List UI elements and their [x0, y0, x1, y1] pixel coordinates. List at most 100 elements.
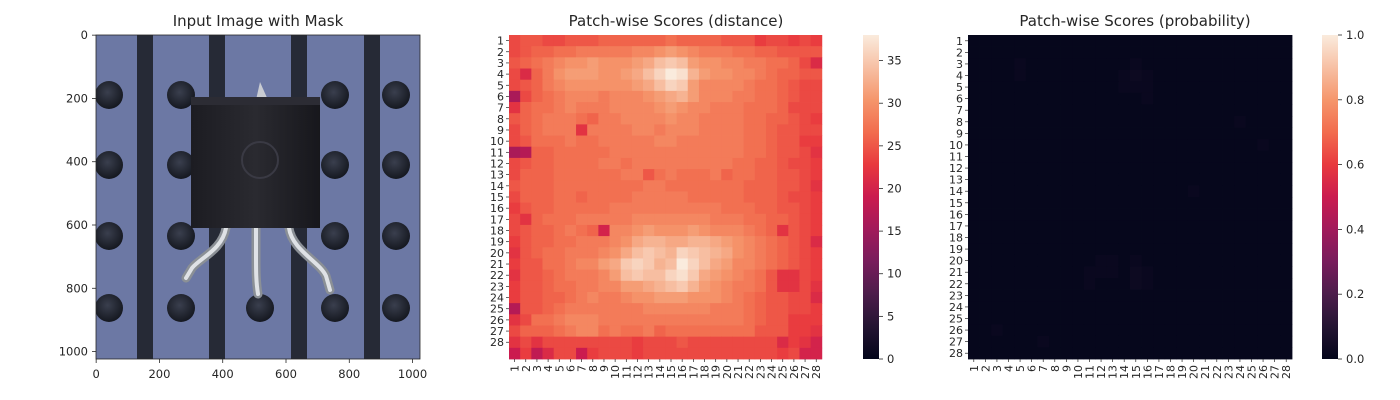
- heatmap-cell: [1118, 81, 1131, 94]
- x-tick-label: 8: [1049, 365, 1062, 372]
- heatmap-cell: [1164, 92, 1177, 105]
- y-tick-label: 15: [949, 197, 963, 210]
- heatmap-cell: [587, 291, 599, 304]
- y-tick-label: 16: [490, 202, 504, 215]
- heatmap-cell: [564, 191, 577, 203]
- heatmap-cell: [810, 191, 823, 203]
- heatmap-cell: [1106, 139, 1119, 152]
- heatmap-cell: [721, 236, 733, 248]
- heatmap-cell: [799, 79, 812, 92]
- x-tick-label: 200: [148, 367, 170, 381]
- heatmap-cell: [1118, 301, 1131, 314]
- x-tick-label: 800: [338, 367, 360, 381]
- y-tick-label: 12: [490, 157, 504, 170]
- x-tick-label: 28: [810, 365, 823, 379]
- heatmap-cell: [765, 180, 778, 192]
- heatmap-cell: [553, 202, 566, 215]
- heatmap-cell: [1141, 150, 1154, 163]
- heatmap-cell: [991, 335, 1004, 348]
- heatmap-cell: [968, 58, 980, 71]
- heatmap-cell: [1060, 46, 1073, 59]
- heatmap-cell: [1176, 324, 1189, 337]
- heatmap-cell: [777, 113, 789, 125]
- y-tick-label: 11: [949, 151, 963, 164]
- heatmap-cell: [676, 157, 689, 170]
- heatmap-cell: [991, 150, 1004, 163]
- heatmap-cell: [564, 347, 577, 360]
- heatmap-cell: [576, 303, 588, 315]
- heatmap-cell: [721, 224, 733, 237]
- heatmap-cell: [1245, 347, 1258, 360]
- heatmap-cell: [598, 135, 610, 148]
- heatmap-cell: [799, 258, 812, 271]
- heatmap-cell: [721, 247, 733, 259]
- heatmap-cell: [1049, 139, 1061, 152]
- heatmap-cell: [1049, 243, 1061, 256]
- heatmap-cell: [1130, 162, 1142, 175]
- heatmap-cell: [732, 68, 745, 81]
- heatmap-cell: [1141, 220, 1154, 233]
- heatmap-cell: [542, 213, 555, 226]
- heatmap-cell: [1141, 243, 1154, 256]
- heatmap-cell: [1130, 69, 1142, 82]
- heatmap-cell: [1037, 220, 1050, 233]
- heatmap-cell: [1106, 127, 1119, 140]
- heatmap-cell: [1095, 116, 1108, 128]
- heatmap-cell: [991, 289, 1004, 302]
- heatmap-cell: [576, 325, 588, 338]
- heatmap-cell: [743, 258, 756, 271]
- heatmap-cell: [968, 81, 980, 94]
- heatmap-cell: [654, 247, 666, 259]
- heatmap-cell: [968, 208, 980, 221]
- heatmap-cell: [1002, 92, 1015, 105]
- heatmap-cell: [687, 258, 700, 271]
- heatmap-cell: [1199, 266, 1212, 279]
- heatmap-cell: [620, 46, 633, 58]
- heatmap-cell: [553, 325, 566, 338]
- heatmap-cell: [968, 220, 980, 233]
- heatmap-cell: [1025, 289, 1038, 302]
- heatmap-cell: [1130, 324, 1142, 337]
- heatmap-cell: [564, 68, 577, 81]
- heatmap-cell: [777, 35, 789, 47]
- heatmap-cell: [520, 124, 532, 136]
- heatmap-cell: [991, 139, 1004, 152]
- y-tick-label: 26: [949, 324, 963, 337]
- heatmap-cell: [1060, 289, 1073, 302]
- heatmap-cell: [1257, 58, 1270, 71]
- heatmap-cell: [1037, 127, 1050, 140]
- heatmap-cell: [777, 314, 789, 326]
- heatmap-cell: [1130, 104, 1142, 117]
- heatmap-cell: [1153, 243, 1166, 256]
- heatmap-cell: [698, 135, 711, 148]
- heatmap-cell: [1072, 116, 1085, 128]
- heatmap-cell: [509, 180, 521, 192]
- heatmap-cell: [1234, 278, 1247, 290]
- heatmap-cell: [991, 254, 1004, 267]
- heatmap-cell: [553, 191, 566, 203]
- heatmap-cell: [710, 157, 722, 170]
- heatmap-cell: [1106, 92, 1119, 105]
- heatmap-cell: [710, 258, 722, 271]
- heatmap-cell: [620, 135, 633, 148]
- heatmap-cell: [710, 46, 722, 58]
- heatmap-cell: [765, 213, 778, 226]
- heatmap-cell: [991, 162, 1004, 175]
- heatmap-cell: [509, 68, 521, 81]
- heatmap-cell: [1002, 185, 1015, 198]
- heatmap-cell: [1176, 197, 1189, 209]
- heatmap-cell: [553, 291, 566, 304]
- heatmap-cell: [1083, 243, 1096, 256]
- x-tick-label: 12: [1095, 365, 1108, 379]
- heatmap-cell: [687, 46, 700, 58]
- heatmap-cell: [1245, 116, 1258, 128]
- heatmap-cell: [777, 57, 789, 69]
- heatmap-cell: [1164, 58, 1177, 71]
- heatmap-cell: [1072, 220, 1085, 233]
- heatmap-cell: [620, 347, 633, 360]
- heatmap-cell: [1280, 266, 1293, 279]
- heatmap-cell: [1083, 162, 1096, 175]
- heatmap-cell: [1176, 231, 1189, 244]
- heatmap-cell: [1049, 347, 1061, 360]
- heatmap-cell: [1049, 254, 1061, 267]
